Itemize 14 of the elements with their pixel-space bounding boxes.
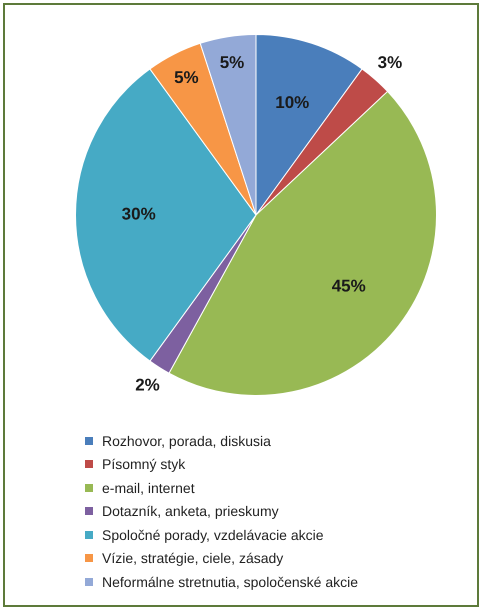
legend-label: Rozhovor, porada, diskusia [102, 432, 271, 449]
data-label: 5% [220, 53, 244, 72]
legend-label: Dotazník, anketa, prieskumy [102, 503, 279, 520]
data-label: 5% [174, 68, 199, 87]
data-label: 45% [332, 276, 366, 296]
data-label: 10% [275, 93, 310, 112]
legend-label: Písomný styk [102, 456, 186, 472]
legend-label: Neformálne stretnutia, spoločenské akcie [102, 574, 358, 590]
legend-label: Vízie, stratégie, ciele, zásady [102, 550, 284, 566]
legend-label: Spoločné porady, vzdelávacie akcie [102, 526, 324, 543]
legend-label: e-mail, internet [102, 480, 195, 496]
data-label: 3% [378, 52, 402, 72]
data-label: 2% [135, 376, 160, 395]
data-label: 30% [122, 204, 156, 224]
